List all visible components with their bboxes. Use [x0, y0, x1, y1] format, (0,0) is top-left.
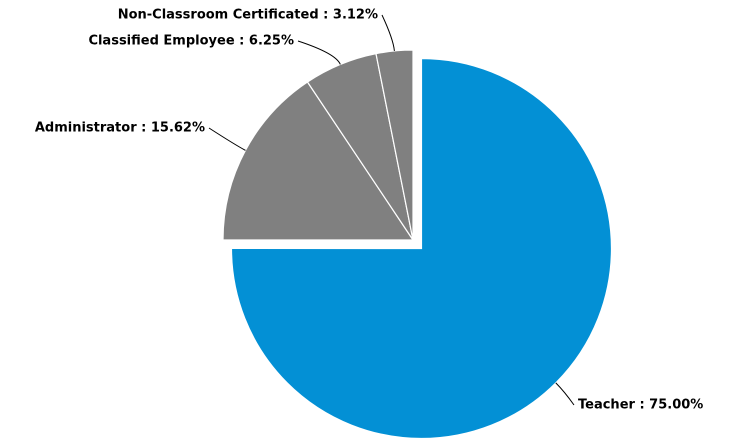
pie-slice: [222, 81, 415, 241]
leader-line: [208, 127, 246, 151]
leader-line: [555, 382, 575, 406]
data-label: Administrator : 15.62%: [35, 121, 205, 136]
data-label: Classified Employee : 6.25%: [88, 34, 294, 49]
leader-line: [297, 40, 341, 65]
data-label: Non-Classroom Certificated : 3.12%: [118, 8, 378, 23]
data-label: Teacher : 75.00%: [578, 398, 703, 413]
pie-slice: [230, 57, 613, 440]
leader-line: [381, 14, 395, 51]
pie-slice: [375, 49, 414, 241]
